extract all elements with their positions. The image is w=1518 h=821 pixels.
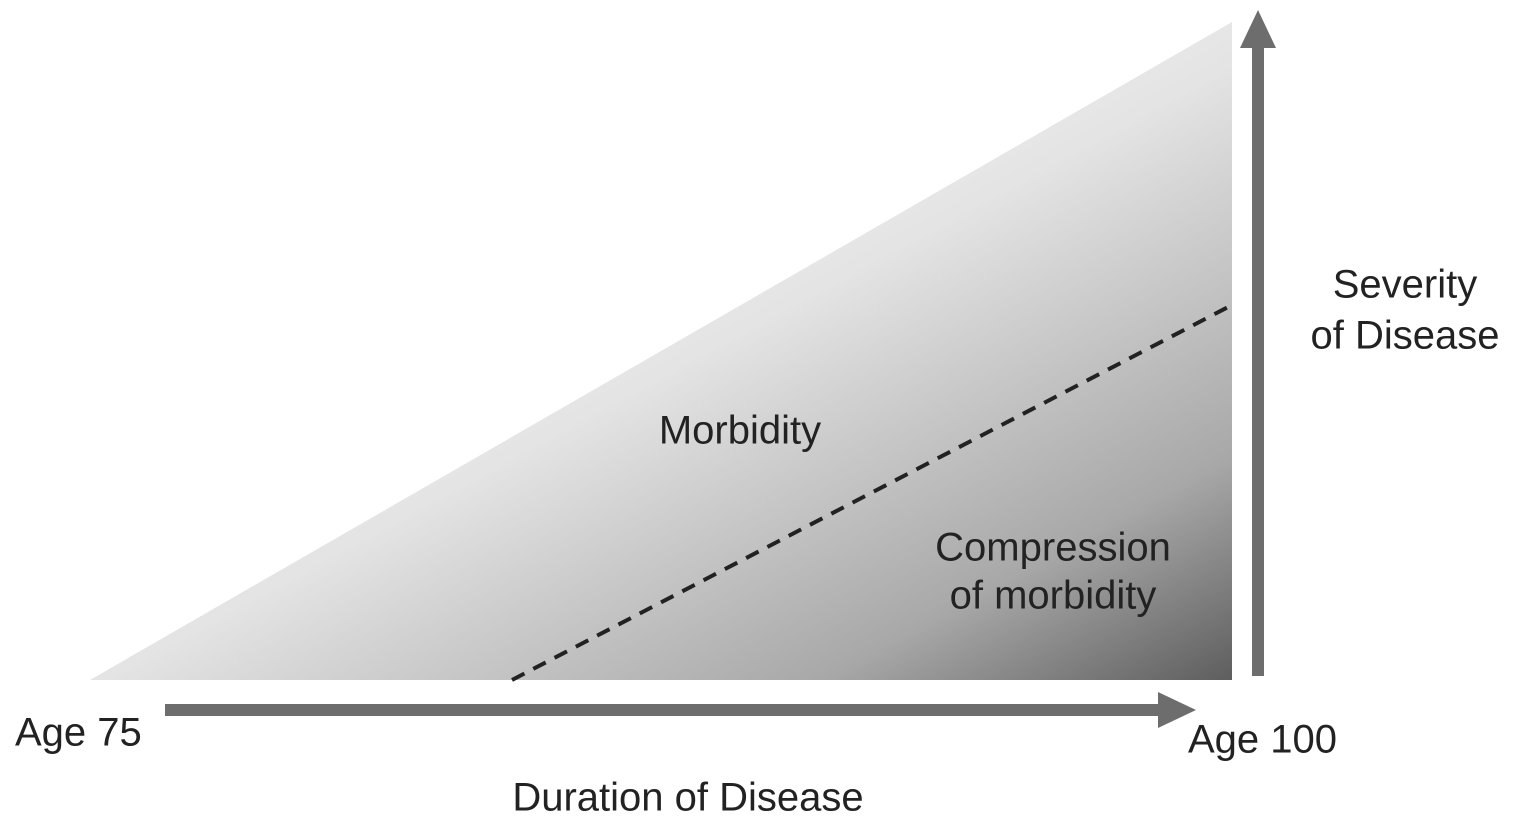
x-axis-label: Duration of Disease <box>512 776 863 820</box>
region-label: Compression <box>935 526 1171 570</box>
x-start-label: Age 75 <box>15 711 142 755</box>
y-axis-arrowhead <box>1240 10 1276 48</box>
y-axis-label: Severity <box>1333 263 1478 307</box>
x-end-label: Age 100 <box>1188 718 1337 762</box>
x-axis-arrowhead <box>1158 692 1196 728</box>
region-label: of morbidity <box>950 574 1157 618</box>
morbidity-triangle <box>90 22 1232 680</box>
compression-line <box>511 303 1233 682</box>
region-label: Morbidity <box>659 409 821 453</box>
y-axis-label: of Disease <box>1311 314 1500 358</box>
